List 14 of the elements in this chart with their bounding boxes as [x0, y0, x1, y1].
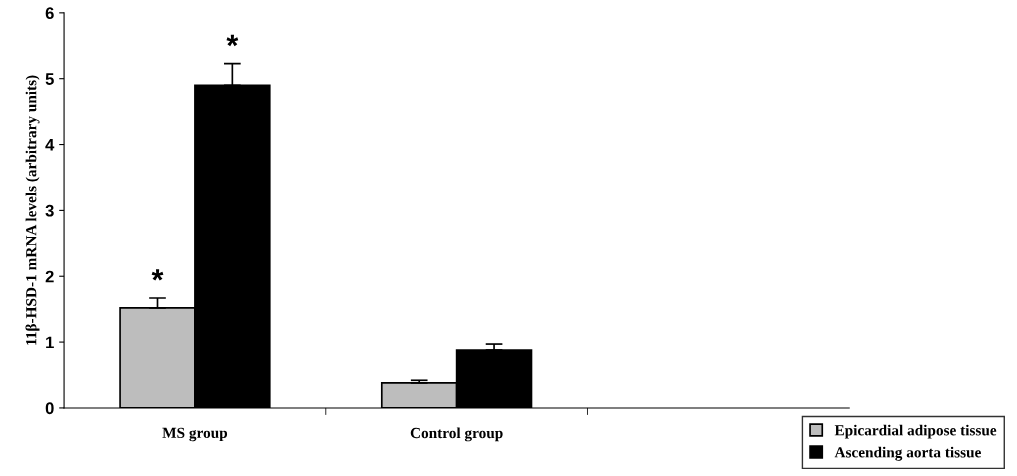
annotation: * [226, 34, 239, 47]
legend-label: Epicardial adipose tissue [834, 424, 997, 439]
y-tick-label: 2 [45, 270, 54, 283]
x-tick-label: Control group [410, 427, 503, 442]
x-tick-label: MS group [162, 427, 228, 442]
y-tick-label: 4 [45, 139, 55, 151]
y-axis-title: 11β-HSD-1 mRNA levels (arbitrary units) [25, 75, 40, 345]
legend-label: Ascending aorta tissue [834, 446, 981, 461]
y-tick-label: 3 [45, 204, 54, 217]
y-tick-label: 5 [45, 73, 54, 85]
y-tick-label: 6 [45, 7, 54, 20]
annotation: * [151, 269, 164, 281]
y-tick-label: 1 [46, 336, 54, 349]
y-tick-label: 0 [45, 402, 54, 415]
